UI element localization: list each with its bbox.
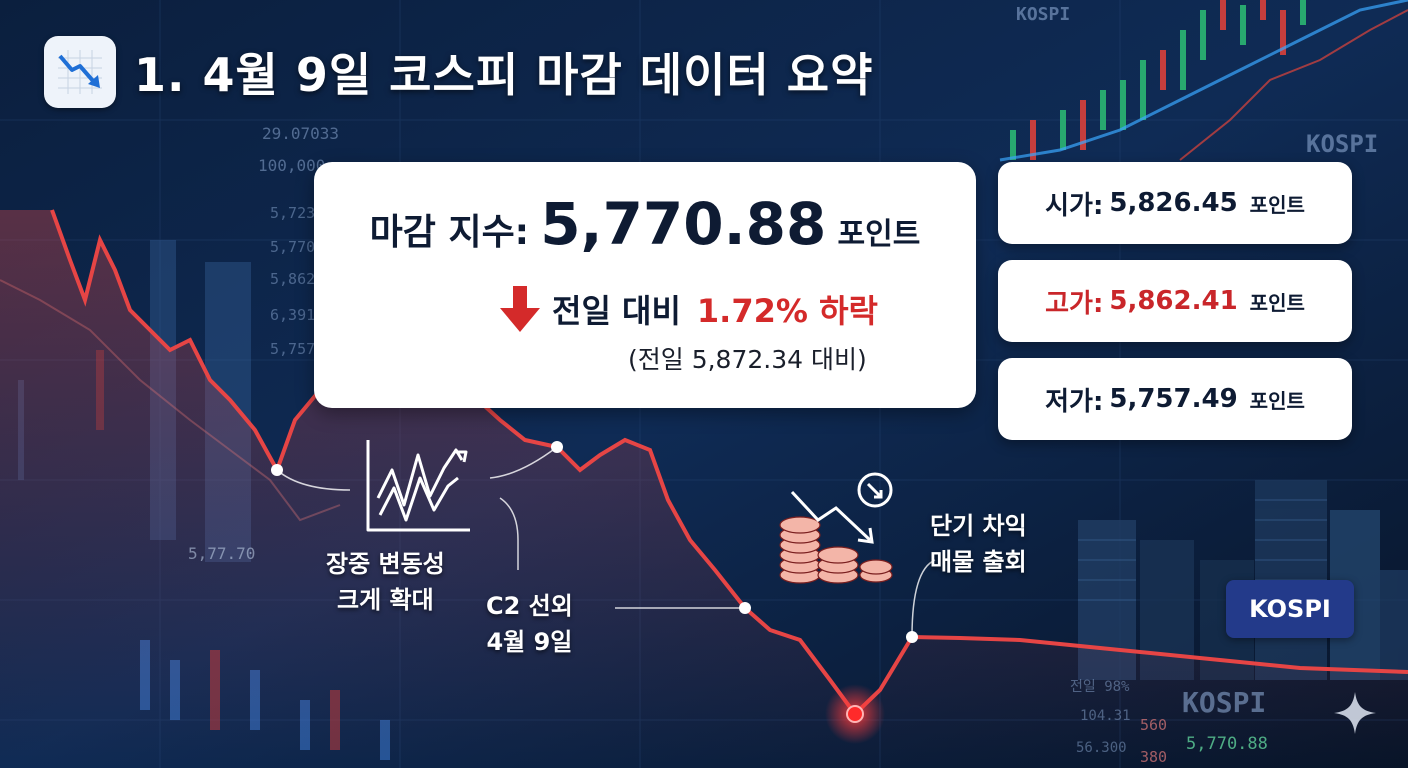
- bg-number-1: 29.07033: [262, 124, 340, 143]
- low-value: 5,757.49: [1109, 384, 1238, 414]
- open-label: 시가:: [1045, 190, 1104, 221]
- title-text: 1. 4월 9일 코스피 마감 데이터 요약: [134, 48, 874, 102]
- bg-kospi-1: KOSPI: [1016, 4, 1071, 25]
- closing-index-card: 마감 지수: 5,770.88 포인트 전일 대비 1.72% 하락 (전일 5…: [314, 162, 976, 408]
- bg-number-12: 104.31: [1080, 708, 1131, 724]
- chart-decreasing-icon: [44, 36, 116, 108]
- page-title: 1. 4월 9일 코스피 마감 데이터 요약: [44, 36, 873, 108]
- kospi-badge: KOSPI: [1226, 580, 1354, 638]
- low-price-card: 저가: 5,757.49 포인트: [998, 358, 1352, 440]
- open-price-card: 시가: 5,826.45 포인트: [998, 162, 1352, 244]
- bg-kospi-2: KOSPI: [1306, 130, 1379, 158]
- bg-number-11: 380: [1140, 748, 1168, 766]
- change-row: 전일 대비 1.72% 하락: [498, 284, 878, 334]
- open-value: 5,826.45: [1109, 188, 1238, 218]
- annotation-volatility: 장중 변동성 크게 확대: [326, 550, 445, 614]
- bg-number-2: 100,000: [258, 156, 326, 175]
- bg-kospi-3: KOSPI: [1182, 686, 1267, 719]
- open-unit: 포인트: [1249, 192, 1305, 217]
- close-unit: 포인트: [837, 217, 921, 252]
- closing-index-row: 마감 지수: 5,770.88 포인트: [314, 190, 976, 258]
- sparkle-icon: [1334, 692, 1376, 734]
- bg-number-8: 5,77.70: [188, 544, 256, 563]
- low-unit: 포인트: [1249, 388, 1305, 413]
- previous-close-text: (전일 5,872.34 대비): [628, 345, 867, 374]
- high-label: 고가:: [1045, 288, 1104, 319]
- bg-number-14: 전일 98%: [1070, 679, 1130, 695]
- bg-number-13: 56.300: [1076, 740, 1127, 756]
- annotation-profit-taking: 단기 차익 매물 출회: [930, 512, 1027, 576]
- bg-number-9: 5,770.88: [1186, 734, 1268, 754]
- high-price-card: 고가: 5,862.41 포인트: [998, 260, 1352, 342]
- close-value: 5,770.88: [540, 190, 827, 258]
- low-label: 저가:: [1045, 386, 1104, 417]
- annotation-futures: C2 선외 4월 9일: [486, 592, 573, 656]
- high-unit: 포인트: [1249, 290, 1305, 315]
- high-value: 5,862.41: [1109, 286, 1238, 316]
- bg-number-10: 560: [1140, 716, 1168, 734]
- arrow-down-icon: [500, 286, 540, 332]
- change-label: 전일 대비: [552, 292, 681, 330]
- change-value: 1.72% 하락: [696, 292, 878, 330]
- close-label: 마감 지수:: [369, 212, 530, 253]
